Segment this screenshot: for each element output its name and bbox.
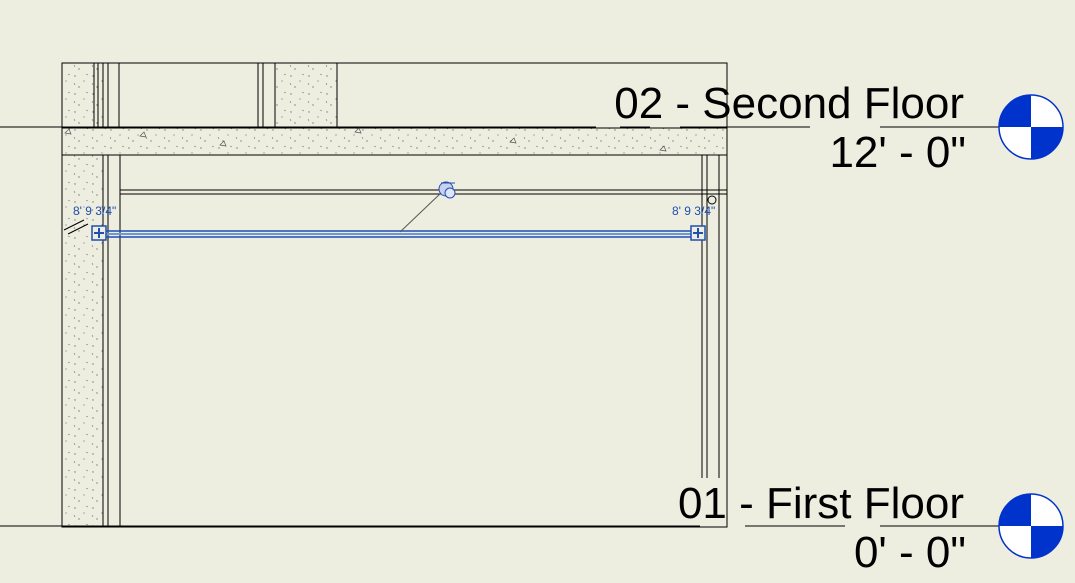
right-wall[interactable] [701,155,720,478]
upper-wall[interactable] [93,62,338,129]
level-name-first-floor[interactable]: 01 - First Floor [678,479,964,528]
break-line-icon [63,219,89,235]
tag-leader [399,191,443,233]
right-height-label[interactable]: 8' 9 3/4" [672,204,715,218]
level-elevation-first-floor[interactable]: 0' - 0" [854,528,966,577]
end-grip-icon[interactable] [91,225,107,241]
level-elevation-second-floor[interactable]: 12' - 0" [829,128,966,177]
beam-tag-icon[interactable] [438,181,456,199]
selected-element[interactable] [100,230,699,238]
level-name-second-floor[interactable]: 02 - Second Floor [614,79,964,128]
end-grip-icon[interactable] [690,225,706,241]
level-head-icon[interactable] [998,493,1064,559]
left-height-label[interactable]: 8' 9 3/4" [73,204,116,218]
beam-lines[interactable] [120,189,727,195]
floor-slab[interactable] [61,127,728,156]
level-head-icon[interactable] [998,94,1064,160]
